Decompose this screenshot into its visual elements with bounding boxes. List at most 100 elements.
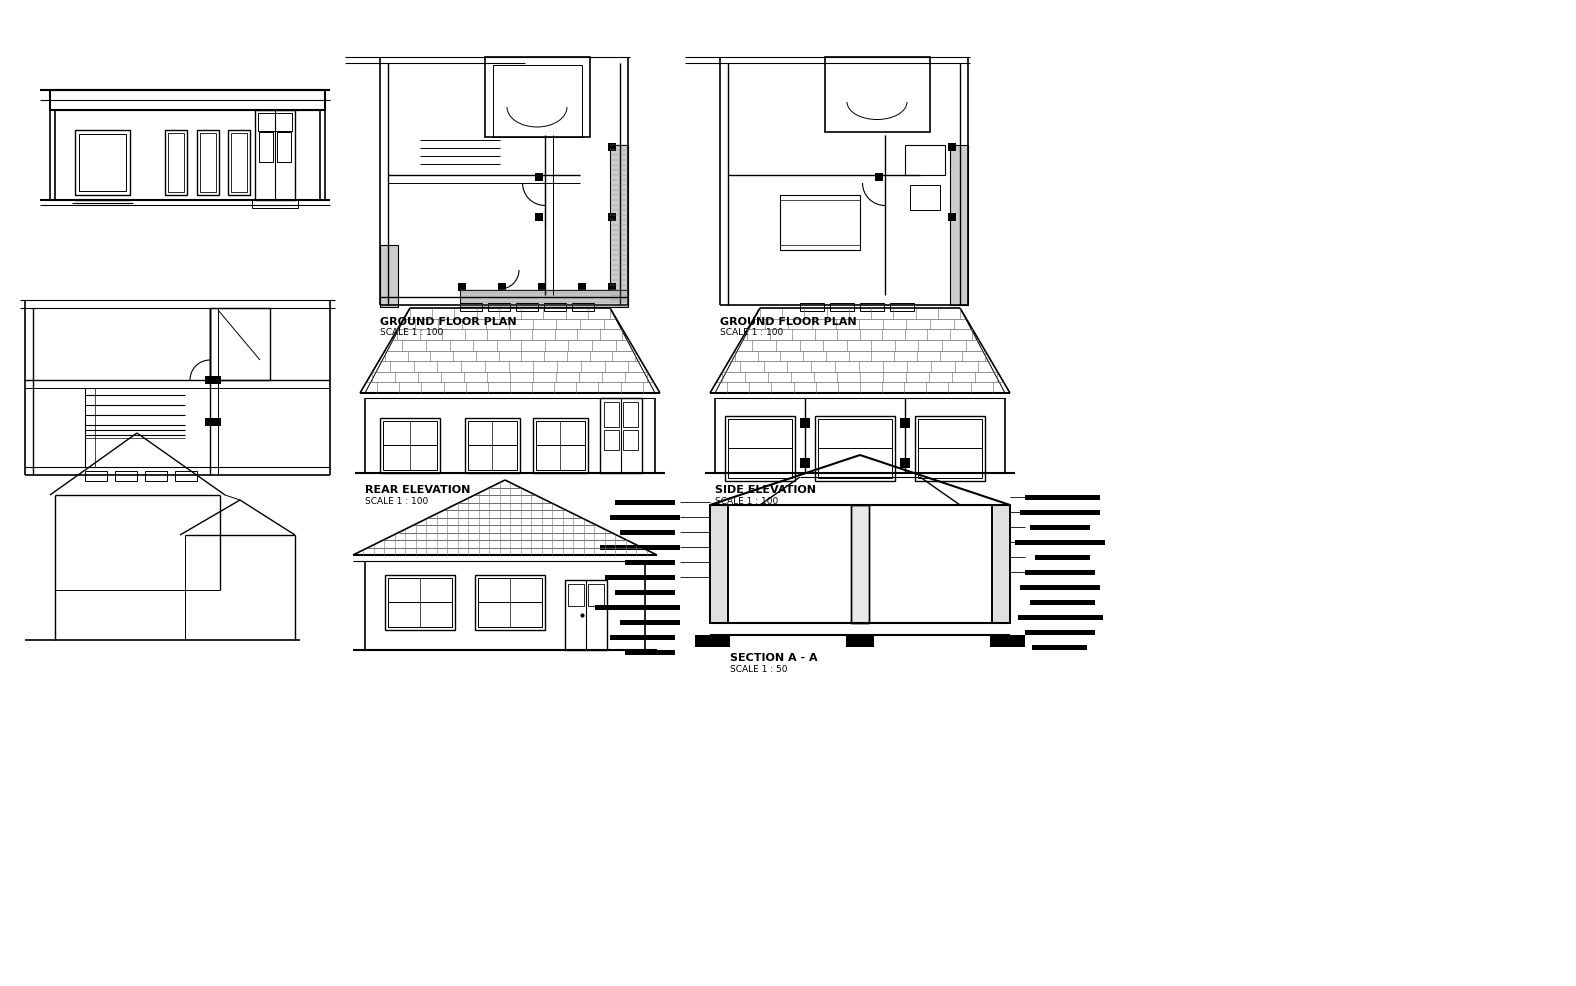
Bar xyxy=(824,57,930,132)
Bar xyxy=(600,398,641,473)
Bar xyxy=(608,143,616,151)
Bar xyxy=(728,419,793,478)
Bar xyxy=(258,132,273,162)
Bar xyxy=(200,133,216,192)
Bar xyxy=(544,303,566,311)
Bar xyxy=(1032,645,1087,650)
Text: SCALE 1 : 100: SCALE 1 : 100 xyxy=(380,328,443,337)
Bar xyxy=(801,458,810,468)
Bar xyxy=(380,245,399,307)
Bar xyxy=(1024,570,1095,575)
Bar xyxy=(949,143,957,151)
Bar xyxy=(608,283,616,291)
Bar xyxy=(1015,540,1105,545)
Bar xyxy=(831,303,854,311)
Bar xyxy=(1024,630,1095,635)
Text: SECTION A - A: SECTION A - A xyxy=(730,653,818,663)
Bar xyxy=(485,57,589,137)
Bar xyxy=(900,458,909,468)
Bar xyxy=(890,303,914,311)
Bar xyxy=(385,575,455,630)
Bar xyxy=(1035,555,1091,560)
Bar xyxy=(619,530,675,535)
Bar xyxy=(604,402,619,427)
Bar xyxy=(380,418,440,473)
Bar xyxy=(610,515,679,520)
Bar xyxy=(623,430,638,450)
Bar xyxy=(79,134,126,191)
Bar xyxy=(534,173,544,181)
Bar xyxy=(851,505,868,623)
Bar xyxy=(255,110,295,200)
Bar xyxy=(536,421,585,470)
Bar xyxy=(213,376,221,384)
Bar xyxy=(860,303,884,311)
Bar xyxy=(1031,600,1095,605)
Bar xyxy=(205,418,213,426)
Bar xyxy=(1020,510,1100,515)
Bar xyxy=(615,590,675,595)
Bar xyxy=(537,283,545,291)
Bar xyxy=(600,545,679,550)
Bar xyxy=(205,376,213,384)
Bar xyxy=(213,418,221,426)
Bar xyxy=(85,471,107,481)
Bar xyxy=(197,130,219,195)
Bar xyxy=(460,303,482,311)
Text: GROUND FLOOR PLAN: GROUND FLOOR PLAN xyxy=(380,317,517,327)
Text: SIDE ELEVATION: SIDE ELEVATION xyxy=(716,485,816,495)
Bar xyxy=(916,416,985,481)
Bar xyxy=(50,90,325,110)
Bar xyxy=(780,195,860,250)
Bar xyxy=(725,416,794,481)
Bar xyxy=(950,145,968,305)
Bar xyxy=(388,578,452,627)
Bar xyxy=(478,578,542,627)
Bar xyxy=(489,303,511,311)
Bar xyxy=(383,421,437,470)
Bar xyxy=(232,133,247,192)
Bar xyxy=(588,584,604,606)
Bar xyxy=(949,213,957,221)
Bar xyxy=(258,113,292,131)
Bar xyxy=(567,584,585,606)
Bar xyxy=(610,145,627,305)
Bar xyxy=(801,418,810,428)
Bar xyxy=(572,303,594,311)
Bar xyxy=(76,130,129,195)
Bar xyxy=(990,635,1024,647)
Bar xyxy=(534,213,544,221)
Text: SCALE 1 : 100: SCALE 1 : 100 xyxy=(716,497,779,506)
Bar xyxy=(578,283,586,291)
Bar xyxy=(115,471,137,481)
Text: SCALE 1 : 50: SCALE 1 : 50 xyxy=(730,665,788,674)
Text: SCALE 1 : 100: SCALE 1 : 100 xyxy=(366,497,429,506)
Bar xyxy=(596,605,679,610)
Bar xyxy=(608,213,616,221)
Bar xyxy=(165,130,188,195)
Bar xyxy=(566,580,607,650)
Bar xyxy=(468,421,517,470)
Bar xyxy=(229,130,251,195)
Bar xyxy=(493,65,582,137)
Bar xyxy=(780,200,860,245)
Bar xyxy=(1031,525,1091,530)
Bar xyxy=(474,575,545,630)
Bar xyxy=(210,308,269,380)
Bar xyxy=(1018,615,1103,620)
Bar xyxy=(459,283,466,291)
Bar xyxy=(515,303,537,311)
Bar xyxy=(615,500,675,505)
Bar xyxy=(1020,585,1100,590)
Text: REAR ELEVATION: REAR ELEVATION xyxy=(366,485,470,495)
Bar xyxy=(695,635,730,647)
Bar xyxy=(169,133,184,192)
Bar xyxy=(801,303,824,311)
Bar xyxy=(711,505,728,623)
Bar xyxy=(623,402,638,427)
Bar xyxy=(917,419,982,478)
Bar xyxy=(851,505,868,623)
Bar xyxy=(1024,495,1100,500)
Bar xyxy=(818,419,892,478)
Bar xyxy=(991,505,1010,623)
